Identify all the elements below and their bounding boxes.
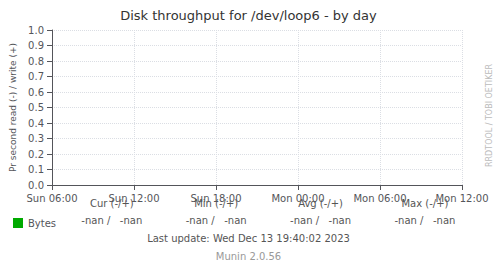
svg-text:0.3: 0.3 — [28, 133, 44, 144]
svg-text:Pr second read (-) / write (+): Pr second read (-) / write (+) — [8, 43, 18, 172]
svg-text:Sun 12:00: Sun 12:00 — [108, 193, 159, 204]
svg-text:-nan / -nan: -nan / -nan — [394, 215, 455, 226]
svg-text:0.6: 0.6 — [28, 87, 44, 98]
svg-text:-nan / -nan: -nan / -nan — [81, 215, 142, 226]
svg-text:0.5: 0.5 — [28, 102, 44, 113]
svg-text:1.0: 1.0 — [28, 25, 44, 36]
svg-text:Sun 06:00: Sun 06:00 — [26, 193, 77, 204]
svg-text:Last update: Wed Dec 13 19:40:: Last update: Wed Dec 13 19:40:02 2023 — [147, 233, 350, 244]
svg-text:0.9: 0.9 — [28, 40, 44, 51]
svg-text:0.0: 0.0 — [28, 180, 44, 191]
svg-text:Mon 06:00: Mon 06:00 — [353, 193, 406, 204]
svg-text:-nan / -nan: -nan / -nan — [186, 215, 247, 226]
svg-text:Munin 2.0.56: Munin 2.0.56 — [216, 251, 281, 262]
svg-text:0.8: 0.8 — [28, 56, 44, 67]
svg-text:-nan / -nan: -nan / -nan — [290, 215, 351, 226]
svg-text:Max (-/+): Max (-/+) — [401, 197, 449, 209]
svg-text:Disk throughput for /dev/loop6: Disk throughput for /dev/loop6 - by day — [120, 8, 377, 23]
svg-text:0.2: 0.2 — [28, 149, 44, 160]
svg-text:RRDTOOL / TOBI OETIKER: RRDTOOL / TOBI OETIKER — [485, 64, 494, 167]
svg-text:Sun 18:00: Sun 18:00 — [190, 193, 241, 204]
svg-text:0.1: 0.1 — [28, 164, 44, 175]
svg-text:0.4: 0.4 — [28, 118, 44, 129]
svg-text:Mon 00:00: Mon 00:00 — [271, 193, 324, 204]
svg-text:Mon 12:00: Mon 12:00 — [435, 193, 488, 204]
svg-text:0.7: 0.7 — [28, 71, 44, 82]
svg-text:Bytes: Bytes — [28, 218, 56, 229]
